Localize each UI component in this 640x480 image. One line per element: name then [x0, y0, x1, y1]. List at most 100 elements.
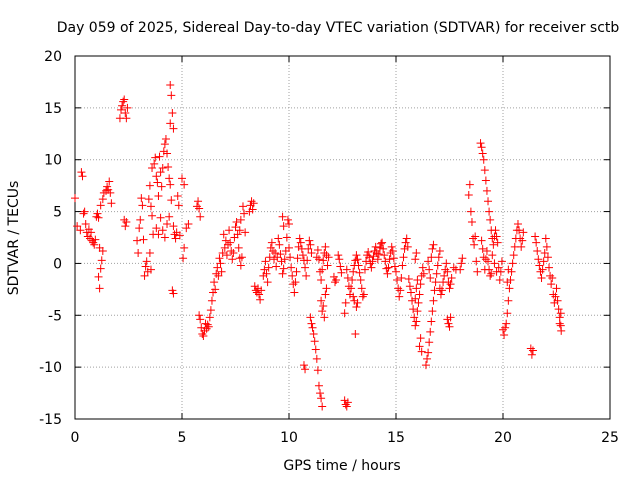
- data-point: [293, 254, 302, 263]
- data-point: [370, 246, 379, 255]
- data-point: [348, 276, 357, 285]
- data-point: [237, 253, 246, 262]
- data-point: [441, 265, 450, 274]
- data-point: [301, 263, 310, 272]
- data-point: [546, 271, 555, 280]
- data-point: [345, 290, 354, 299]
- data-point: [120, 95, 129, 104]
- data-point: [97, 256, 106, 265]
- data-point: [167, 196, 176, 205]
- data-point: [417, 271, 426, 280]
- data-point: [408, 296, 417, 305]
- data-point: [227, 246, 236, 255]
- data-point: [105, 177, 114, 186]
- data-point: [234, 243, 243, 252]
- data-point: [307, 249, 316, 258]
- data-point: [236, 215, 245, 224]
- data-point: [73, 222, 82, 231]
- data-point: [416, 334, 425, 343]
- data-point: [413, 307, 422, 316]
- y-tick-label: -15: [39, 412, 62, 428]
- data-point: [340, 309, 349, 318]
- data-point: [246, 201, 255, 210]
- data-point: [428, 244, 437, 253]
- data-point: [526, 344, 535, 353]
- data-point: [143, 267, 152, 276]
- data-point: [493, 238, 502, 247]
- data-point: [482, 246, 491, 255]
- data-point: [146, 202, 155, 211]
- data-point: [178, 174, 186, 183]
- data-point: [321, 290, 330, 299]
- data-point: [314, 381, 323, 390]
- data-point: [299, 361, 308, 370]
- y-tick-label: 15: [44, 101, 62, 117]
- data-point: [168, 109, 177, 118]
- data-point: [133, 236, 142, 245]
- data-point: [279, 222, 288, 231]
- data-point: [425, 338, 434, 347]
- data-point: [528, 346, 537, 355]
- data-point: [436, 290, 445, 299]
- data-point: [456, 265, 465, 274]
- data-point: [276, 250, 285, 259]
- data-point: [427, 253, 436, 262]
- data-point: [319, 256, 328, 265]
- data-point: [365, 253, 374, 262]
- data-point: [491, 226, 500, 235]
- data-point: [196, 212, 205, 221]
- data-point: [145, 249, 154, 258]
- data-point: [374, 250, 383, 259]
- data-point: [122, 114, 131, 123]
- data-point: [163, 220, 172, 229]
- data-point: [550, 298, 559, 307]
- data-point: [445, 322, 454, 331]
- data-point: [264, 263, 273, 272]
- data-point: [175, 231, 184, 240]
- data-point: [485, 265, 494, 274]
- data-point: [318, 265, 327, 274]
- y-tick-label: -5: [48, 308, 62, 324]
- data-point: [141, 262, 150, 271]
- data-point: [135, 224, 144, 233]
- data-point: [488, 234, 497, 243]
- data-point: [319, 301, 328, 310]
- data-point: [80, 207, 89, 216]
- axis-ticks: 0 5 10 15 20 25 -15 -10 -5 0 5 10 15 20: [39, 49, 619, 446]
- data-point: [557, 326, 566, 335]
- data-point: [312, 253, 321, 262]
- data-point: [313, 366, 322, 375]
- data-point: [555, 319, 564, 328]
- data-point: [182, 224, 191, 233]
- data-point: [343, 273, 352, 282]
- data-point: [478, 244, 487, 253]
- data-point: [123, 103, 132, 112]
- data-point: [144, 195, 153, 204]
- data-point: [248, 205, 257, 214]
- data-point: [309, 329, 318, 338]
- data-point: [373, 255, 382, 264]
- data-point: [314, 255, 323, 264]
- data-point: [301, 365, 310, 374]
- data-point: [415, 342, 424, 351]
- data-point: [233, 230, 242, 239]
- data-point: [502, 319, 511, 328]
- data-point: [389, 254, 398, 263]
- data-point: [322, 284, 331, 293]
- data-point: [434, 253, 443, 262]
- data-point: [263, 278, 272, 287]
- data-point: [435, 246, 444, 255]
- data-point: [541, 234, 550, 243]
- data-point: [509, 251, 518, 260]
- plot-frame: [74, 55, 611, 420]
- data-point: [298, 251, 307, 260]
- data-point: [106, 188, 115, 197]
- data-point: [486, 271, 495, 280]
- data-point: [199, 332, 208, 341]
- data-point: [340, 396, 349, 405]
- data-point: [214, 271, 223, 280]
- data-point: [77, 168, 86, 177]
- data-point: [78, 172, 87, 181]
- data-point: [416, 280, 425, 289]
